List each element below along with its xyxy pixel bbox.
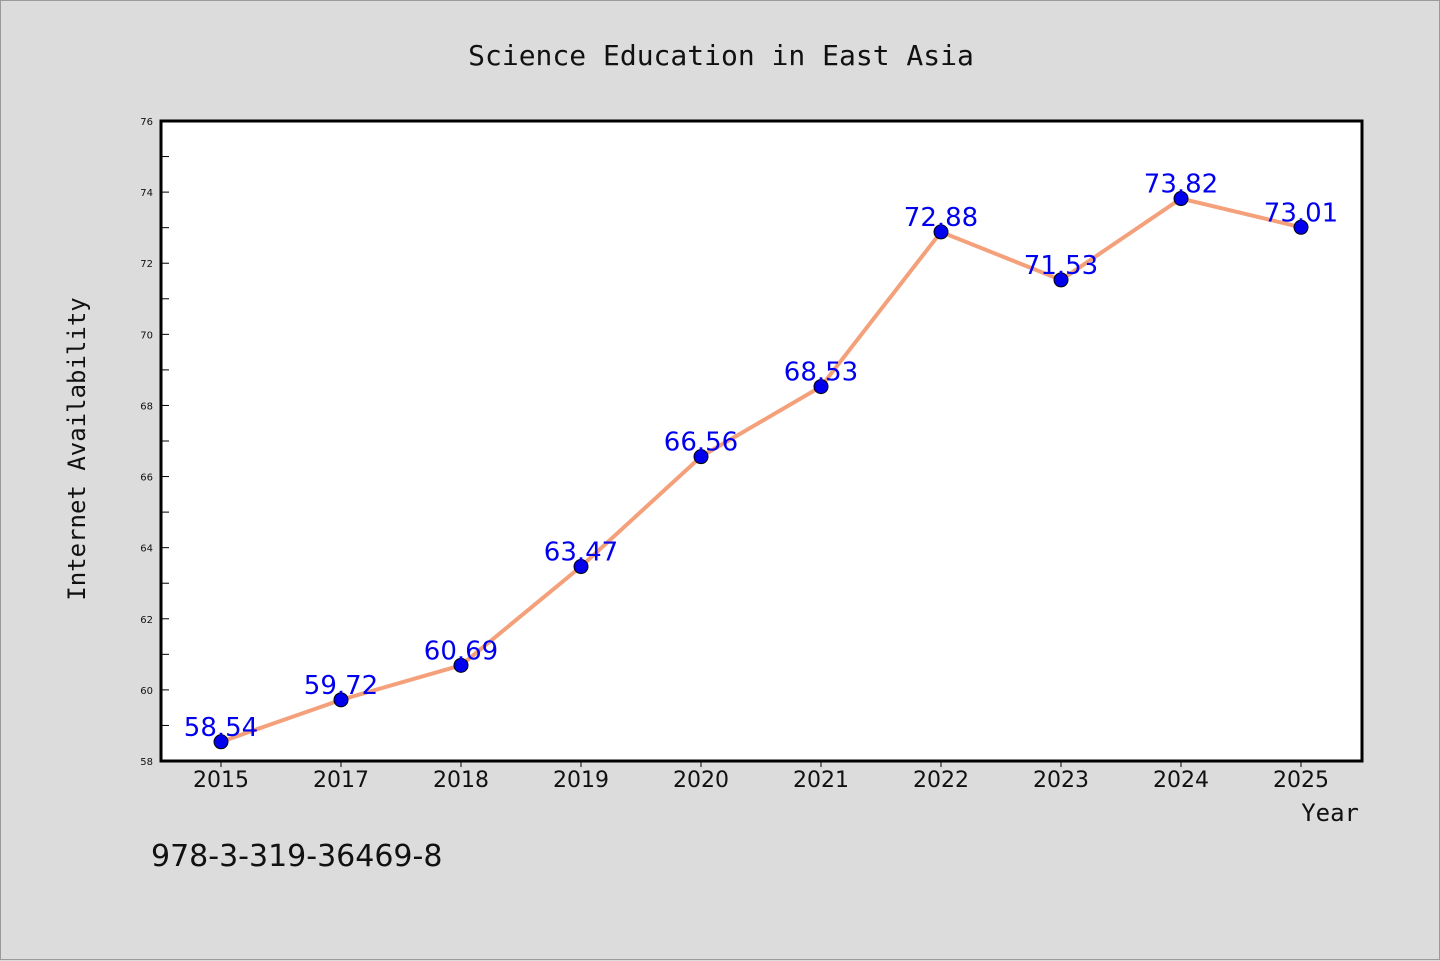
data-point [1293,219,1309,235]
x-tick-label: 2015 [193,768,249,793]
data-point [213,734,229,750]
y-tick-label: 68 [140,401,153,412]
data-point [453,657,469,673]
y-tick-label: 66 [140,473,153,484]
x-tick-label: 2017 [313,768,369,793]
x-tick-label: 2022 [913,768,969,793]
x-tick-label: 2021 [793,768,849,793]
data-point [1053,272,1069,288]
data-label: 68.53 [784,358,858,388]
y-tick-label: 74 [140,188,153,199]
series-line-group [220,196,1302,744]
y-axis: 58 60 62 64 66 68 70 72 74 76 [140,117,169,768]
x-tick-label: 2018 [433,768,489,793]
data-label: 71.53 [1024,251,1098,281]
data-label: 63.47 [544,538,618,568]
x-tick-label: 2024 [1153,768,1209,793]
x-axis: 2015 2017 2018 2019 2020 2021 2022 2023 2024 2025 [193,761,1329,793]
data-label: 59.72 [304,671,378,701]
y-tick-label: 64 [140,544,153,555]
x-tick-label: 2020 [673,768,729,793]
x-axis-title: Year [1301,799,1359,827]
data-point [813,379,829,395]
y-tick-label: 76 [140,117,153,128]
y-tick-label: 70 [140,330,153,341]
series-markers-group [213,191,1309,750]
data-label: 60.69 [424,636,498,666]
data-label: 73.82 [1144,170,1218,200]
y-tick-label: 62 [140,615,153,626]
x-tick-label: 2025 [1273,768,1329,793]
series-line [220,196,1302,744]
y-tick-label: 72 [140,259,153,270]
data-point [1173,191,1189,207]
data-point [573,559,589,575]
data-label: 73.01 [1264,198,1338,228]
y-tick-label: 60 [140,686,153,697]
data-point [933,224,949,240]
data-label: 72.88 [904,203,978,233]
data-label: 58.54 [184,713,258,743]
y-axis-title: Internet Availability [63,297,91,600]
data-label: 66.56 [664,428,738,458]
data-point [693,449,709,465]
x-tick-label: 2019 [553,768,609,793]
chart-title: Science Education in East Asia [468,39,974,72]
data-point [333,692,349,708]
isbn-annotation: 978-3-319-36469-8 [151,839,442,874]
y-tick-label: 58 [140,757,153,768]
plot-area [159,119,1364,763]
data-labels-group: 58.54 59.72 60.69 63.47 66.56 68.53 72.88 71.53… [184,170,1338,743]
x-tick-label: 2023 [1033,768,1089,793]
